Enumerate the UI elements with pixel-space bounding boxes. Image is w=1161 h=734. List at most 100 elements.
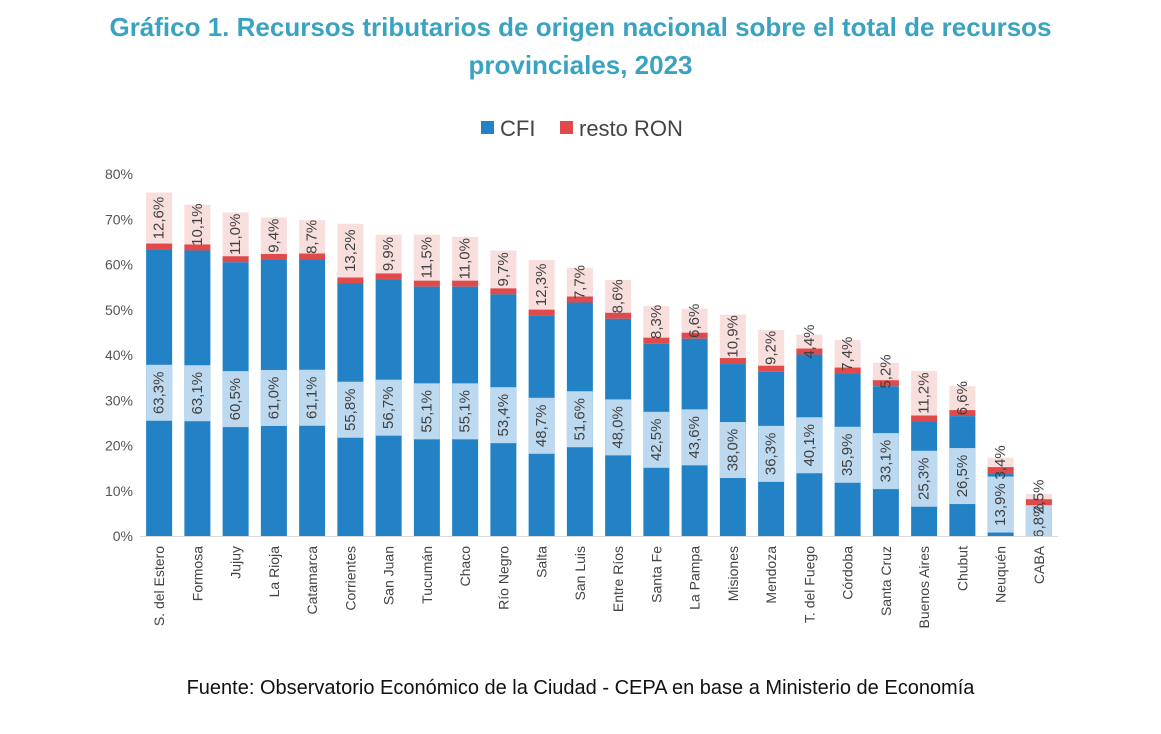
data-label-cfi: 6,8% [1030, 504, 1047, 538]
data-label-cfi: 60,5% [227, 378, 244, 421]
data-label-resto-ron: 6,6% [686, 304, 703, 338]
resto-ron-label-band [452, 236, 479, 287]
x-tick-label-la-pampa: La Pampa [687, 546, 703, 610]
y-tick-label: 30% [105, 392, 133, 408]
data-label-resto-ron: 11,5% [418, 237, 435, 278]
y-tick-label: 70% [105, 211, 133, 227]
bar-resto-ron [719, 358, 746, 365]
data-label-cfi: 48,0% [610, 406, 627, 449]
chart-title-line-2: provinciales, 2023 [468, 50, 693, 80]
cfi-label-band [490, 387, 517, 444]
data-label-resto-ron: 9,4% [265, 219, 282, 253]
bar-group-formosa: 63,1% 10,1% [184, 203, 211, 536]
x-tick-label-tucuman: Tucumán [419, 546, 435, 604]
x-tick-label-san-juan: San Juan [381, 546, 397, 605]
y-tick-label: 80% [105, 166, 133, 182]
data-label-resto-ron: 7,4% [839, 337, 856, 371]
bar-resto-ron [758, 365, 785, 372]
bar-group-misiones: 38,0% 10,9% [719, 314, 746, 536]
legend-label-cfi: CFI [500, 116, 535, 141]
cfi-label-band [719, 422, 746, 479]
cfi-label-band [911, 450, 938, 507]
bar-group-entre-rios: 48,0% 8,6% [605, 279, 632, 536]
data-label-cfi: 61,0% [265, 377, 282, 420]
data-label-resto-ron: 4,4% [801, 324, 818, 358]
data-label-cfi: 63,3% [151, 372, 168, 415]
resto-ron-label-band [184, 204, 211, 251]
resto-ron-label-band [222, 212, 249, 263]
bar-resto-ron [834, 367, 861, 374]
x-tick-label-t-del-fuego: T. del Fuego [801, 546, 817, 623]
resto-ron-label-band [758, 330, 785, 372]
x-tick-label-entre-rios: Entre Ríos [610, 546, 626, 612]
y-tick-label: 0% [113, 528, 133, 544]
bar-group-la-pampa: 43,6% 6,6% [681, 304, 708, 536]
x-tick-label-misiones: Misiones [725, 546, 741, 601]
cfi-label-band [222, 371, 249, 428]
cfi-label-band [146, 364, 173, 421]
cfi-label-band [452, 383, 479, 440]
resto-ron-label-band [643, 306, 670, 344]
bar-resto-ron [566, 296, 593, 303]
data-label-cfi: 53,4% [495, 394, 512, 437]
legend-swatch-resto-ron [560, 121, 573, 134]
data-label-resto-ron: 7,7% [571, 265, 588, 299]
bar-group-san-luis: 51,6% 7,7% [566, 265, 593, 536]
cfi-label-band [528, 397, 555, 454]
data-label-cfi: 56,7% [380, 386, 397, 429]
bar-group-neuquen: 13,9% 3,4% [987, 445, 1014, 536]
resto-ron-label-band [260, 217, 287, 260]
data-label-cfi: 61,1% [304, 376, 321, 419]
cfi-label-band [987, 476, 1014, 533]
x-tick-label-chubut: Chubut [954, 546, 970, 591]
resto-ron-label-band [528, 259, 555, 316]
resto-ron-label-band [337, 223, 364, 284]
bar-group-catamarca: 61,1% 8,7% [299, 220, 326, 536]
bar-resto-ron [146, 243, 173, 250]
x-tick-label-cordoba: Córdoba [840, 546, 856, 600]
legend-label-resto-ron: resto RON [579, 116, 683, 141]
cfi-label-band [337, 381, 364, 438]
bar-resto-ron [299, 253, 326, 260]
x-tick-label-buenos-aires: Buenos Aires [916, 546, 932, 629]
x-tick-label-corrientes: Corrientes [342, 546, 358, 611]
resto-ron-label-band [719, 314, 746, 365]
y-tick-label: 40% [105, 347, 133, 363]
data-label-cfi: 35,9% [839, 434, 856, 477]
bar-group-corrientes: 55,8% 13,2% [337, 223, 364, 536]
x-tick-label-catamarca: Catamarca [304, 546, 320, 615]
data-label-resto-ron: 8,7% [304, 220, 321, 254]
cfi-label-band [184, 365, 211, 422]
data-label-resto-ron: 3,4% [992, 445, 1009, 479]
y-tick-label: 10% [105, 483, 133, 499]
bar-group-tucuman: 55,1% 11,5% [413, 234, 440, 536]
x-tick-label-santa-fe: Santa Fe [648, 546, 664, 603]
bar-resto-ron [337, 277, 364, 284]
x-tick-label-s-del-estero: S. del Estero [151, 546, 167, 626]
resto-ron-label-band [490, 250, 517, 295]
x-tick-label-jujuy: Jujuy [228, 546, 244, 579]
stacked-bar-chart: CFI resto RON 0% 10% 20% 30% 40% 50% 60% 70% 80%… [105, 116, 1058, 629]
resto-ron-label-band [375, 234, 402, 280]
data-label-resto-ron: 9,2% [763, 331, 780, 365]
x-tick-label-formosa: Formosa [189, 546, 205, 601]
bar-resto-ron [949, 410, 976, 417]
bar-group-salta: 48,7% 12,3% [528, 259, 555, 536]
data-label-resto-ron: 12,6% [151, 197, 168, 240]
x-tick-label-rio-negro: Río Negro [495, 546, 511, 610]
data-label-cfi: 40,1% [801, 424, 818, 467]
data-label-cfi: 55,1% [418, 390, 435, 433]
bar-group-rio-negro: 53,4% 9,7% [490, 250, 517, 536]
cfi-label-band [375, 379, 402, 436]
bar-resto-ron [1025, 499, 1052, 506]
resto-ron-label-band [605, 279, 632, 319]
data-label-cfi: 55,1% [457, 390, 474, 433]
bar-group-buenos-aires: 25,3% 11,2% [911, 370, 938, 536]
data-label-cfi: 38,0% [724, 429, 741, 472]
bar-group-cordoba: 35,9% 7,4% [834, 337, 861, 536]
bar-resto-ron [643, 337, 670, 344]
data-label-resto-ron: 11,2% [916, 372, 933, 413]
cfi-label-band [872, 433, 899, 490]
y-tick-label: 60% [105, 257, 133, 273]
cfi-label-band [260, 369, 287, 426]
